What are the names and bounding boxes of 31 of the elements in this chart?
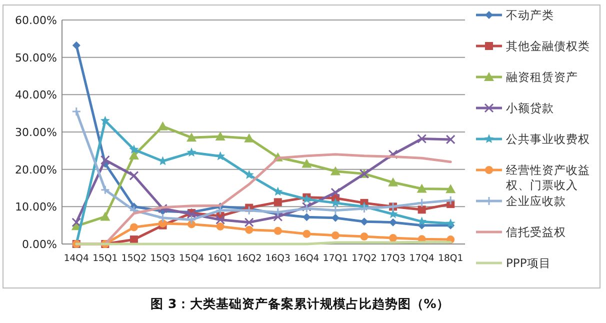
x-tick-label: 16Q1 <box>208 253 233 264</box>
x-tick-label: 17Q1 <box>322 253 348 264</box>
legend-label: 融资租赁资产 <box>506 70 578 84</box>
y-tick-label: 40.00% <box>15 88 57 102</box>
legend-label: 信托受益权 <box>506 225 566 239</box>
x-tick-label: 17Q2 <box>352 253 377 264</box>
y-tick-label: 0.00% <box>22 238 57 251</box>
x-tick-label: 18Q1 <box>438 253 464 264</box>
y-tick-label: 10.00% <box>15 200 57 214</box>
x-tick-label: 16Q4 <box>294 253 320 264</box>
legend-label: 企业应收款 <box>506 194 566 208</box>
legend-label: 小额贷款 <box>506 101 554 115</box>
y-tick-label: 60.00% <box>15 14 57 27</box>
text: 图 3：大类基础资产备案累计规模占比趋势图（%） <box>150 296 450 311</box>
y-tick-label: 50.00% <box>15 51 57 64</box>
legend-label: 其他金融债权类 <box>506 39 590 53</box>
x-tick-label: 15Q3 <box>150 253 176 264</box>
legend-label: PPP项目 <box>506 256 551 270</box>
x-tick-label: 17Q4 <box>409 253 434 264</box>
x-tick-label: 16Q3 <box>265 253 290 264</box>
x-tick-label: 14Q4 <box>64 253 89 264</box>
x-tick-label: 17Q3 <box>380 253 406 264</box>
legend-label: 经营性资产收益权、门票收入 <box>505 163 590 192</box>
legend-label: 公共事业收费权 <box>506 132 590 146</box>
y-tick-label: 20.00% <box>15 163 57 176</box>
x-tick-label: 15Q1 <box>92 253 118 264</box>
x-tick-label: 15Q2 <box>121 253 147 264</box>
x-tick-label: 16Q2 <box>236 253 262 264</box>
x-tick-label: 15Q4 <box>178 253 204 264</box>
legend-label: 不动产类 <box>506 8 554 22</box>
y-tick-label: 30.00% <box>15 126 57 139</box>
